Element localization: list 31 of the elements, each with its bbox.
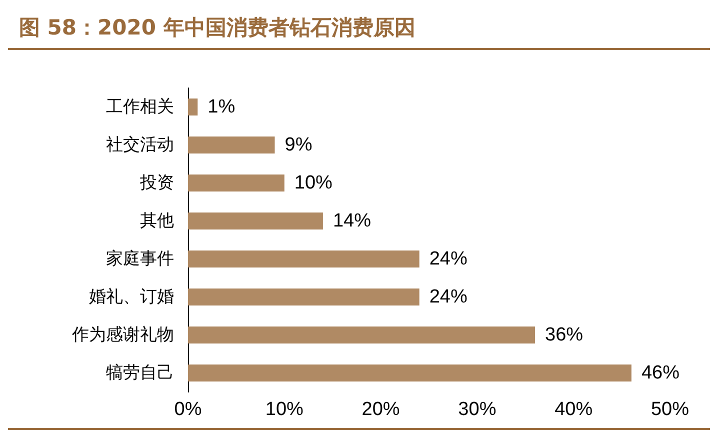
y-tick-label: 家庭事件 (106, 249, 174, 269)
bar (188, 288, 420, 306)
data-label: 24% (429, 286, 468, 308)
x-tick-label: 20% (362, 399, 400, 420)
bar (188, 212, 323, 230)
data-label: 24% (429, 248, 468, 270)
x-tick-label: 30% (458, 399, 496, 420)
y-tick-label: 投资 (139, 173, 174, 193)
chart-title: 图 58：2020 年中国消费者钻石消费原因 (19, 16, 416, 40)
x-tick-label: 0% (174, 399, 202, 420)
bar (188, 98, 198, 116)
data-label: 10% (294, 172, 333, 194)
bar (188, 250, 420, 268)
x-tick-label: 10% (265, 399, 304, 420)
bar (188, 174, 284, 192)
bar (188, 326, 536, 344)
y-tick-label: 社交活动 (106, 135, 174, 155)
data-label: 14% (332, 210, 372, 232)
y-tick-label: 作为感谢礼物 (71, 325, 174, 345)
data-label: 9% (284, 134, 312, 156)
x-tick-label: 50% (650, 399, 690, 420)
data-label: 1% (208, 96, 236, 118)
y-tick-label: 犒劳自己 (106, 363, 174, 383)
y-tick-label: 其他 (140, 211, 174, 231)
y-tick-label: 婚礼、订婚 (89, 287, 174, 307)
bar (188, 136, 275, 154)
x-tick-label: 40% (554, 399, 593, 420)
y-tick-label: 工作相关 (106, 97, 174, 117)
data-label: 46% (641, 362, 680, 384)
data-label: 36% (545, 324, 584, 346)
bar (188, 364, 632, 382)
